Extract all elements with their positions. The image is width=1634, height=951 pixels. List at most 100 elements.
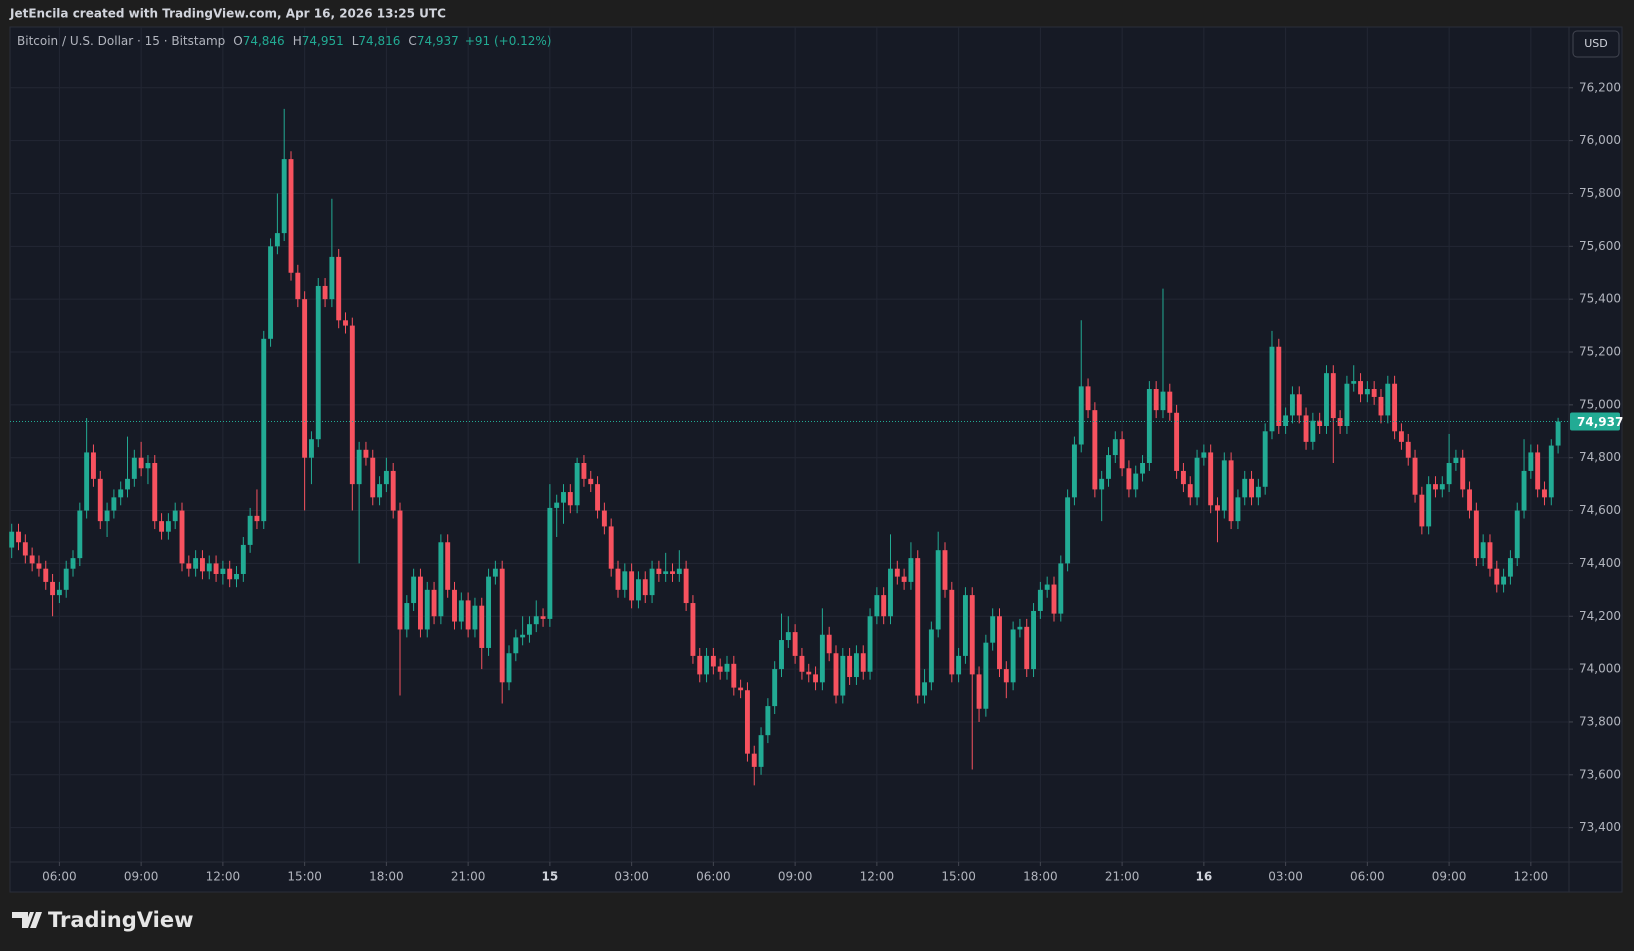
header-text: JetEncila created with TradingView.com, …	[9, 7, 446, 21]
candle-body	[908, 558, 914, 582]
candle-body	[1092, 410, 1098, 490]
candle-body	[138, 457, 144, 469]
y-tick-label: 76,200	[1579, 80, 1621, 94]
candle-body	[16, 531, 21, 543]
candle-body	[1065, 497, 1071, 564]
candle-body	[1337, 418, 1343, 427]
candle-body	[574, 462, 580, 506]
candle-body	[772, 669, 778, 707]
candle-body	[744, 690, 750, 754]
candle-body	[1037, 589, 1043, 611]
candle-body	[901, 576, 907, 582]
candle-body	[1344, 383, 1350, 427]
candle-body	[983, 642, 989, 709]
candle-body	[1289, 394, 1295, 416]
legend: Bitcoin / U.S. Dollar · 15 · Bitstamp O74…	[17, 34, 552, 48]
legend-line: Bitcoin / U.S. Dollar · 15 · Bitstamp O74…	[17, 34, 552, 48]
candle-body	[1460, 457, 1466, 490]
currency-label[interactable]: USD	[1584, 37, 1608, 50]
candle-body	[274, 233, 280, 247]
candle-body	[785, 632, 791, 641]
candle-body	[867, 616, 873, 672]
candle-body	[670, 571, 675, 574]
y-tick-label: 74,600	[1579, 503, 1621, 517]
candle-body	[261, 338, 267, 522]
candle-body	[949, 589, 955, 675]
legend-key: O	[233, 34, 242, 48]
x-tick-label: 16	[1196, 870, 1213, 884]
candle-body	[567, 492, 573, 506]
candle-body	[390, 470, 396, 511]
legend-value: 74,937	[417, 34, 459, 48]
candle-body	[179, 510, 185, 564]
candle-body	[1112, 439, 1118, 456]
candle-body	[9, 531, 15, 548]
candle-body	[595, 484, 601, 511]
candle-body	[1146, 389, 1152, 463]
candle-body	[1153, 389, 1159, 411]
candle-body	[751, 753, 757, 767]
candle-body	[1031, 610, 1037, 670]
grid	[10, 27, 1569, 862]
y-tick-label: 75,200	[1579, 345, 1621, 359]
candle-body	[499, 568, 505, 683]
candle-body	[758, 735, 764, 767]
candle-body	[881, 595, 887, 617]
currency-button[interactable]	[1572, 30, 1620, 58]
candle-body	[1296, 394, 1302, 416]
candle-body	[452, 589, 457, 622]
x-tick-label: 15:00	[287, 870, 322, 884]
candle-body	[1419, 494, 1425, 527]
candle-body	[526, 624, 532, 635]
candle-body	[1473, 510, 1479, 559]
chart-panel	[9, 26, 1623, 893]
candle-body	[1283, 415, 1289, 427]
candle-body	[63, 568, 69, 590]
candle-body	[1187, 484, 1193, 498]
x-tick-label: 06:00	[696, 870, 731, 884]
candle-body	[111, 497, 117, 511]
candle-body	[1412, 457, 1418, 495]
x-tick-label: 18:00	[1023, 870, 1058, 884]
candle-body	[1215, 505, 1220, 511]
candle-body	[363, 449, 369, 458]
candles	[9, 108, 1569, 786]
candle-body	[588, 478, 594, 485]
candle-body	[710, 655, 716, 667]
y-tick-label: 74,200	[1579, 609, 1621, 623]
candle-body	[458, 600, 464, 622]
candle-body	[962, 595, 968, 656]
candle-body	[302, 299, 308, 458]
candle-body	[1487, 542, 1493, 569]
candle-body	[281, 159, 287, 234]
candle-body	[445, 542, 451, 590]
axes: 73,400 73,600 73,800 74,000 74,200 74,400 74,6…	[42, 80, 1623, 883]
candle-body	[520, 634, 526, 638]
candle-body	[315, 285, 321, 440]
y-tick-label: 74,000	[1579, 662, 1621, 676]
candle-body	[404, 603, 410, 630]
candle-body	[1446, 462, 1452, 485]
candle-body	[935, 550, 941, 630]
candle-body	[833, 653, 839, 696]
candle-body	[799, 655, 805, 672]
legend-key: C	[408, 34, 416, 48]
candle-body	[1078, 386, 1084, 445]
candle-body	[377, 484, 383, 498]
candle-body	[465, 600, 471, 630]
candle-body	[356, 449, 362, 485]
candle-body	[1426, 484, 1432, 527]
candle-body	[295, 272, 301, 300]
candle-body	[697, 655, 703, 675]
candle-body	[1085, 386, 1091, 411]
candle-body	[125, 478, 130, 490]
candle-body	[663, 571, 669, 574]
y-tick-label: 74,800	[1579, 450, 1621, 464]
candle-body	[411, 576, 417, 604]
candle-body	[997, 616, 1002, 670]
candle-body	[642, 579, 648, 596]
candle-body	[165, 521, 171, 532]
candle-body	[990, 616, 996, 643]
candle-body	[50, 581, 56, 596]
legend-key: L	[352, 34, 359, 48]
